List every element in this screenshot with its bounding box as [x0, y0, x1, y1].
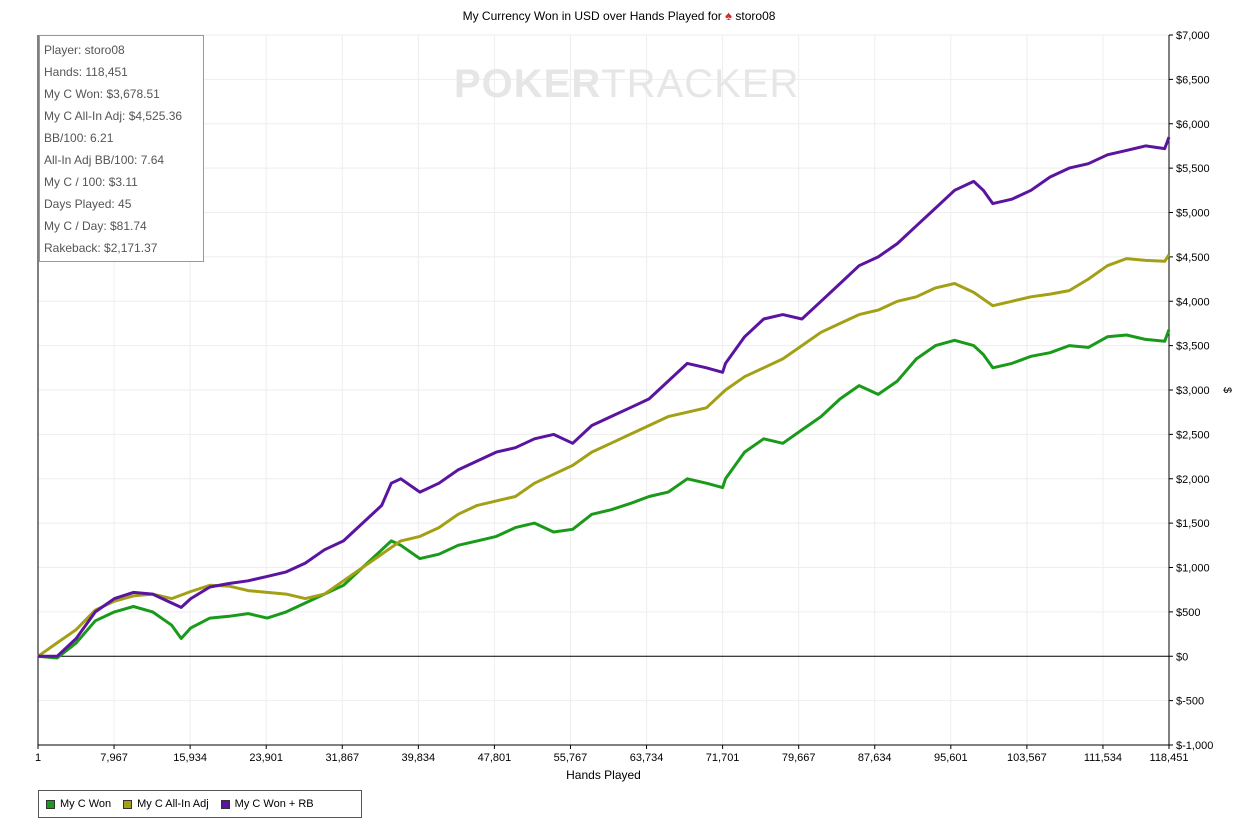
x-tick-label: 111,534	[1084, 752, 1122, 764]
y-tick-label: $4,500	[1176, 252, 1210, 264]
x-tick-label: 71,701	[706, 752, 740, 764]
stat-bb100: BB/100: 6.21	[44, 131, 114, 145]
stat-per-100: My C / 100: $3.11	[44, 175, 138, 189]
stat-allin-adj: My C All-In Adj: $4,525.36	[44, 109, 183, 123]
stat-hands: Hands: 118,451	[44, 65, 128, 79]
legend-swatch-allin	[123, 799, 133, 809]
chart-title: My Currency Won in USD over Hands Played…	[0, 8, 1238, 23]
series-line-my-c-won-rb	[38, 136, 1171, 658]
y-tick-labels: $-1,000 $-500 $0 $500 $1,000 $1,500 $2,000 $2,5…	[1176, 30, 1213, 752]
legend-swatch-won-rb	[220, 799, 230, 809]
y-tick-label: $7,000	[1176, 30, 1210, 42]
stat-won: My C Won: $3,678.51	[44, 87, 160, 101]
y-tick-label: $500	[1176, 607, 1200, 619]
x-tick-label: 95,601	[934, 752, 968, 764]
y-tick-label: $2,000	[1176, 474, 1210, 486]
watermark-part1: POKER	[454, 62, 602, 106]
y-tick-label: $6,500	[1176, 74, 1210, 86]
x-tick-label: 87,634	[858, 752, 892, 764]
y-axis-label: $	[1221, 386, 1234, 394]
stat-rakeback: Rakeback: $2,171.37	[44, 241, 158, 255]
x-axis-label: Hands Played	[566, 768, 641, 782]
legend-label-allin: My C All-In Adj	[137, 798, 209, 810]
legend-label-won-rb: My C Won + RB	[234, 798, 314, 810]
x-tick-label: 47,801	[478, 752, 512, 764]
chart-title-text: My Currency Won in USD over Hands Played…	[462, 9, 722, 23]
y-tick-label: $-500	[1176, 696, 1204, 708]
x-tick-label: 23,901	[249, 752, 283, 764]
y-tick-label: $5,000	[1176, 208, 1210, 220]
watermark-part2: TRACKER	[601, 62, 800, 106]
grid-lines	[37, 34, 1170, 746]
y-tick-label: $1,500	[1176, 518, 1210, 530]
x-tick-label: 39,834	[402, 752, 436, 764]
x-tick-label: 79,667	[782, 752, 816, 764]
series-line-my-c-won	[37, 329, 1171, 660]
y-tick-label: $6,000	[1176, 119, 1210, 131]
x-tick-label: 63,734	[630, 752, 664, 764]
stat-player: Player: storo08	[44, 43, 125, 57]
x-tick-labels: 1 7,967 15,934 23,901 31,867 39,834 47,801 55,7…	[35, 752, 1189, 764]
series-lines	[37, 136, 1171, 660]
x-tick-label: 103,567	[1007, 752, 1047, 764]
x-tick-label: 118,451	[1150, 752, 1189, 764]
x-tick-label: 15,934	[173, 752, 207, 764]
x-tick-label: 1	[35, 752, 41, 764]
pokertracker-watermark: POKERTRACKER	[454, 62, 799, 107]
stat-days-played: Days Played: 45	[44, 197, 132, 211]
series-line-my-c-all-in-adj	[37, 253, 1171, 658]
y-tick-label: $3,000	[1176, 385, 1210, 397]
stat-per-day: My C / Day: $81.74	[44, 219, 147, 233]
axes	[37, 34, 1173, 749]
legend-item-allin[interactable]: My C All-In Adj	[123, 798, 209, 810]
x-tick-label: 7,967	[100, 752, 128, 764]
y-tick-label: $1,000	[1176, 563, 1210, 575]
y-tick-label: $3,500	[1176, 341, 1210, 353]
chart-title-player: storo08	[735, 9, 776, 23]
y-tick-label: $5,500	[1176, 163, 1210, 175]
y-tick-label: $-1,000	[1176, 740, 1213, 752]
y-tick-label: $0	[1176, 651, 1188, 663]
legend-item-won[interactable]: My C Won	[46, 798, 111, 810]
y-tick-label: $4,000	[1176, 296, 1210, 308]
x-tick-label: 31,867	[325, 752, 359, 764]
legend-swatch-won	[46, 799, 55, 809]
stats-box: Player: storo08 Hands: 118,451 My C Won:…	[39, 35, 204, 262]
legend-item-won-rb[interactable]: My C Won + RB	[220, 798, 314, 810]
spade-icon: ♠	[725, 8, 733, 23]
legend-label-won: My C Won	[60, 798, 112, 810]
x-tick-label: 55,767	[554, 752, 588, 764]
y-tick-label: $2,500	[1176, 429, 1210, 441]
legend: My C Won My C All-In Adj My C Won + RB	[38, 790, 362, 818]
stat-allin-bb100: All-In Adj BB/100: 7.64	[44, 153, 165, 167]
